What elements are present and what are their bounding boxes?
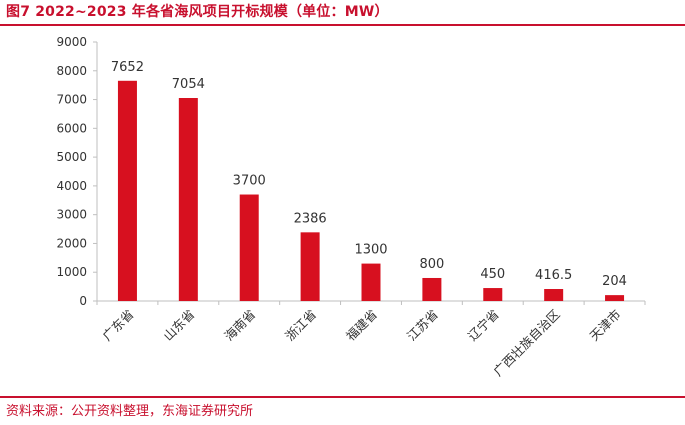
y-tick-label: 0 [79, 294, 87, 308]
y-tick-label: 5000 [56, 150, 87, 164]
bar [605, 295, 625, 301]
y-tick-label: 9000 [56, 35, 87, 49]
bar [300, 232, 320, 301]
y-tick-label: 1000 [56, 265, 87, 279]
data-label: 1300 [354, 243, 387, 258]
data-label: 204 [602, 274, 627, 289]
category-label: 广东省 [99, 307, 136, 344]
y-tick-label: 7000 [56, 93, 87, 107]
category-label: 山东省 [160, 307, 197, 344]
bar [361, 263, 381, 301]
data-label: 450 [480, 267, 505, 282]
bar [544, 289, 564, 301]
category-label: 浙江省 [282, 307, 319, 344]
category-label: 江苏省 [404, 307, 441, 344]
category-label: 福建省 [343, 307, 380, 344]
bar-chart: 0 1000 2000 3000 4000 5000 6000 7000 8000 9000 765… [56, 35, 646, 379]
y-tick-label: 3000 [56, 208, 87, 222]
source-rule [0, 396, 685, 398]
y-tick-label: 8000 [56, 64, 87, 78]
source-note: 资料来源：公开资料整理，东海证券研究所 [6, 404, 254, 419]
data-label: 7054 [172, 77, 205, 92]
category-label: 天津市 [587, 307, 624, 344]
bar [178, 98, 198, 301]
data-label: 416.5 [535, 268, 572, 283]
data-label: 3700 [233, 174, 266, 189]
chart-title: 图7 2022~2023 年各省海风项目开标规模（单位：MW） [6, 4, 389, 20]
bar [422, 277, 442, 301]
title-rule [0, 24, 685, 26]
y-tick-label: 4000 [56, 179, 87, 193]
category-label: 辽宁省 [465, 307, 502, 344]
data-label: 7652 [111, 60, 144, 75]
data-label: 2386 [294, 211, 327, 226]
data-label: 800 [419, 257, 444, 272]
bar [483, 288, 503, 301]
y-tick-label: 6000 [56, 121, 87, 135]
bar [117, 80, 137, 301]
y-tick-label: 2000 [56, 236, 87, 250]
category-label: 海南省 [221, 307, 258, 344]
bar [239, 194, 259, 301]
